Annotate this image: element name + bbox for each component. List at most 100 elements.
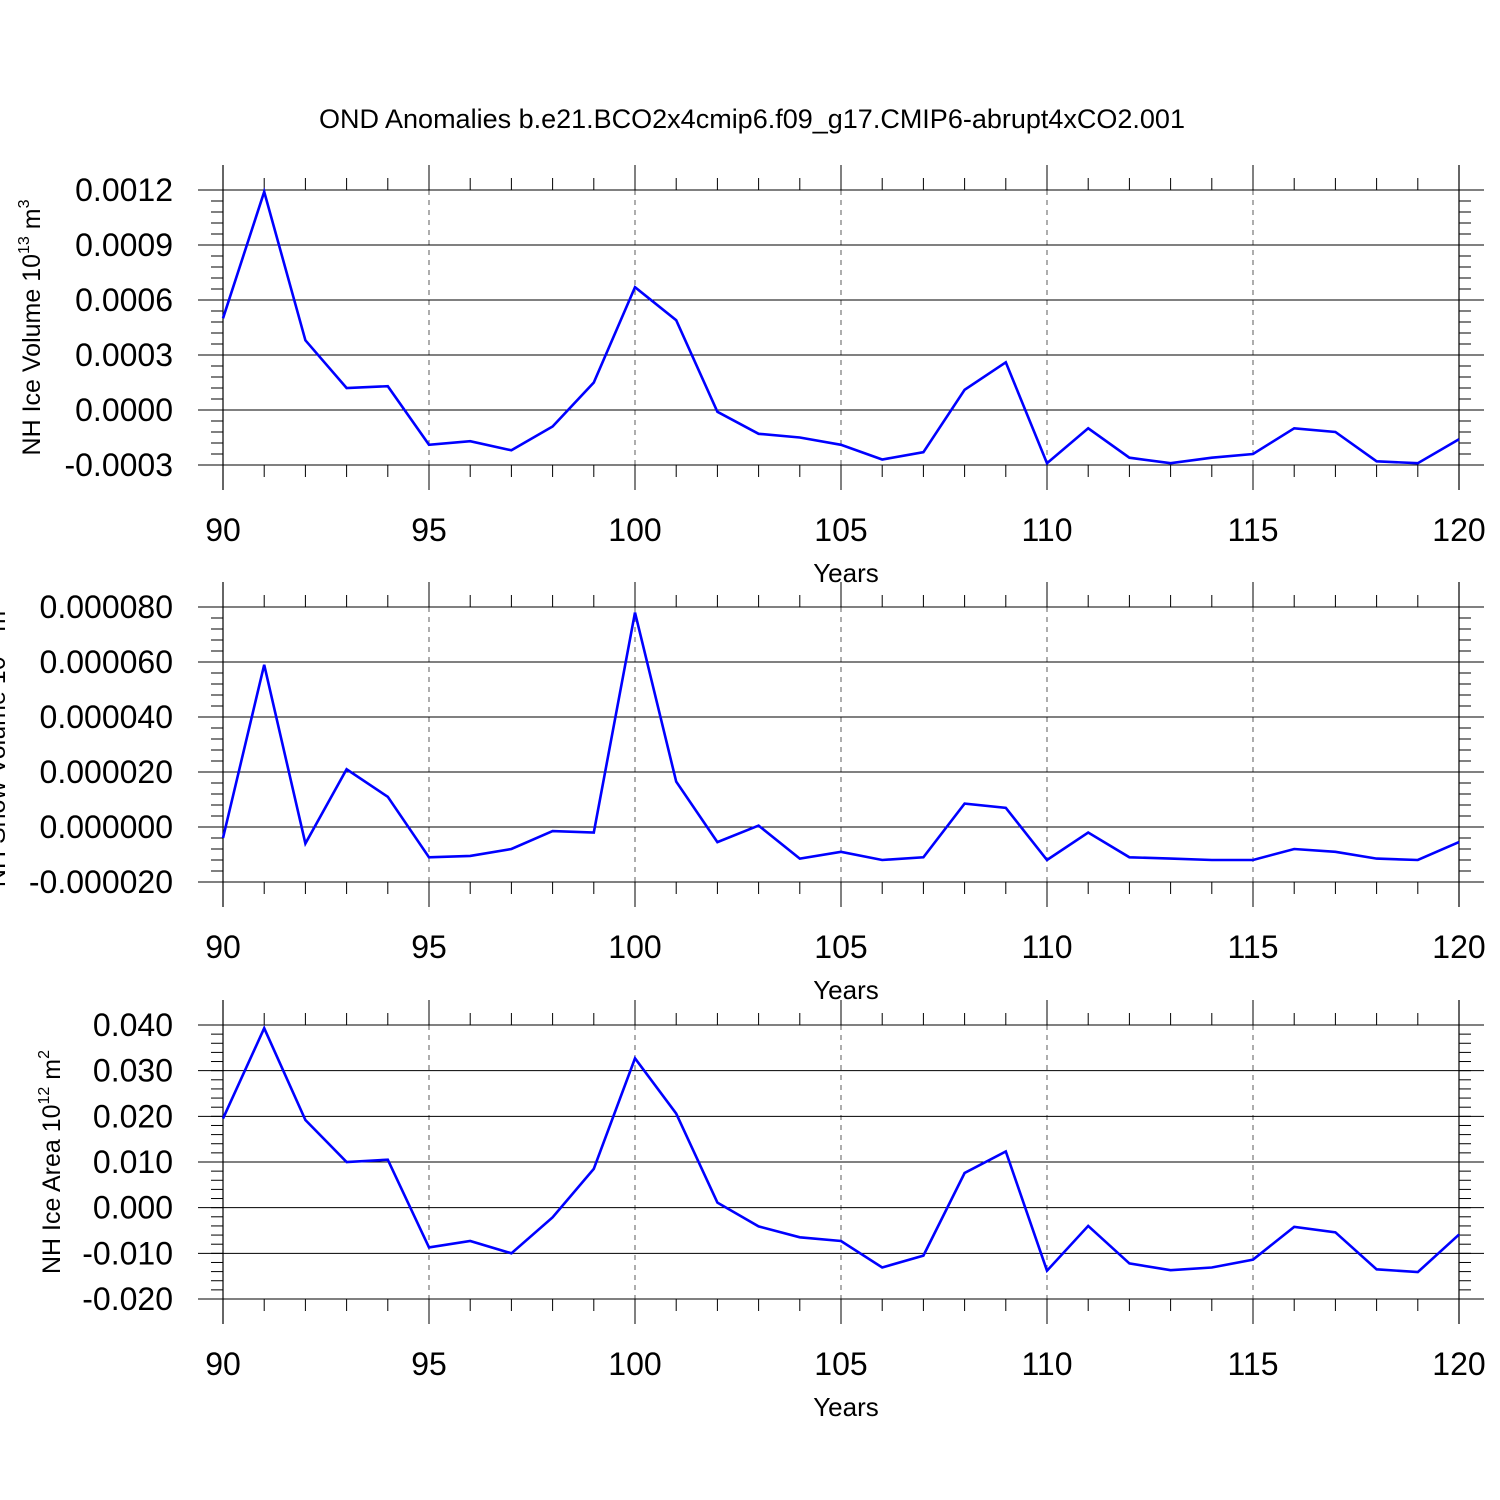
data-point	[1210, 859, 1213, 862]
data-point	[510, 1252, 513, 1255]
y-tick-label: -0.010	[82, 1235, 173, 1271]
data-point	[551, 425, 554, 428]
y-tick-label: 0.010	[93, 1144, 173, 1180]
data-point	[551, 830, 554, 833]
data-point	[386, 1158, 389, 1161]
data-point	[716, 841, 719, 844]
data-point	[428, 1246, 431, 1249]
data-point	[1087, 1224, 1090, 1227]
data-point	[798, 436, 801, 439]
data-point	[304, 339, 307, 342]
x-tick-label: 105	[814, 512, 867, 548]
y-tick-label: 0.040	[93, 1007, 173, 1043]
data-point	[840, 443, 843, 446]
y-tick-label: -0.0003	[64, 447, 173, 483]
y-axis-title-part: m	[18, 208, 46, 236]
data-point	[1046, 1269, 1049, 1272]
data-point	[634, 611, 637, 614]
data-point	[1087, 427, 1090, 430]
data-point	[469, 1240, 472, 1243]
data-point	[510, 848, 513, 851]
data-point	[304, 842, 307, 845]
y-axis-title-part: NH Ice Area 10	[38, 1104, 66, 1274]
data-point	[222, 837, 225, 840]
data-point	[963, 388, 966, 391]
x-tick-label: 90	[205, 929, 241, 965]
data-point	[1128, 456, 1131, 459]
y-tick-label: 0.0012	[75, 172, 173, 208]
x-axis-title: Years	[813, 975, 879, 1005]
data-point	[1375, 857, 1378, 860]
series-line-ice-volume	[221, 187, 1460, 466]
data-point	[428, 856, 431, 859]
x-tick-label: 115	[1227, 512, 1278, 548]
data-point	[1004, 806, 1007, 809]
data-point	[675, 319, 678, 322]
data-point	[345, 1161, 348, 1164]
x-tick-label: 120	[1432, 929, 1485, 965]
data-point	[757, 824, 760, 827]
data-point	[592, 1167, 595, 1170]
data-point	[716, 410, 719, 413]
data-point	[1334, 850, 1337, 853]
data-point	[798, 857, 801, 860]
data-point	[1087, 831, 1090, 834]
data-point	[1169, 857, 1172, 860]
y-axis-title-part: NH Snow Volume 10	[0, 656, 11, 887]
data-point	[1458, 841, 1461, 844]
data-point	[510, 449, 513, 452]
data-point	[922, 1254, 925, 1257]
x-tick-label: 105	[814, 1346, 867, 1382]
y-axis-title: NH Ice Area 1012 m2	[36, 1050, 66, 1274]
x-tick-label: 95	[411, 1346, 447, 1382]
y-tick-label: 0.0003	[75, 337, 173, 373]
data-point	[304, 1118, 307, 1121]
x-tick-label: 100	[608, 512, 661, 548]
data-point	[428, 443, 431, 446]
y-axis-title-part: m	[0, 611, 11, 639]
data-point	[469, 854, 472, 857]
data-point	[1252, 453, 1255, 456]
data-point	[469, 440, 472, 443]
data-point	[675, 1112, 678, 1115]
y-tick-label: -0.000020	[29, 864, 173, 900]
x-tick-label: 115	[1227, 1346, 1278, 1382]
y-tick-label: 0.020	[93, 1098, 173, 1134]
data-point	[922, 451, 925, 454]
x-tick-label: 95	[411, 512, 447, 548]
x-tick-label: 90	[205, 512, 241, 548]
x-tick-label: 110	[1021, 929, 1072, 965]
y-tick-label: -0.020	[82, 1281, 173, 1317]
data-point	[263, 190, 266, 193]
x-tick-label: 110	[1021, 1346, 1072, 1382]
y-axis-title: NH Ice Volume 1013 m3	[16, 199, 46, 455]
y-tick-label: 0.000	[93, 1190, 173, 1226]
y-tick-label: 0.0009	[75, 227, 173, 263]
data-point	[840, 1240, 843, 1243]
data-point	[592, 381, 595, 384]
data-point	[634, 1057, 637, 1060]
data-point	[263, 1027, 266, 1030]
data-point	[634, 286, 637, 289]
y-tick-label: 0.000080	[40, 589, 173, 625]
x-tick-label: 100	[608, 1346, 661, 1382]
data-point	[1375, 1268, 1378, 1271]
data-point	[345, 768, 348, 771]
x-axis-title: Years	[813, 1392, 879, 1422]
data-point	[798, 1236, 801, 1239]
y-tick-label: 0.030	[93, 1053, 173, 1089]
data-point	[1169, 462, 1172, 465]
data-point	[222, 1117, 225, 1120]
y-tick-label: 0.0000	[75, 392, 173, 428]
y-tick-label: 0.000000	[40, 809, 173, 845]
x-tick-label: 105	[814, 929, 867, 965]
data-point	[963, 802, 966, 805]
data-point	[222, 317, 225, 320]
data-point	[757, 432, 760, 435]
x-axis-title: Years	[813, 558, 879, 588]
y-tick-label: 0.0006	[75, 282, 173, 318]
data-point	[386, 385, 389, 388]
y-tick-label: 0.000020	[40, 754, 173, 790]
data-point	[1375, 460, 1378, 463]
